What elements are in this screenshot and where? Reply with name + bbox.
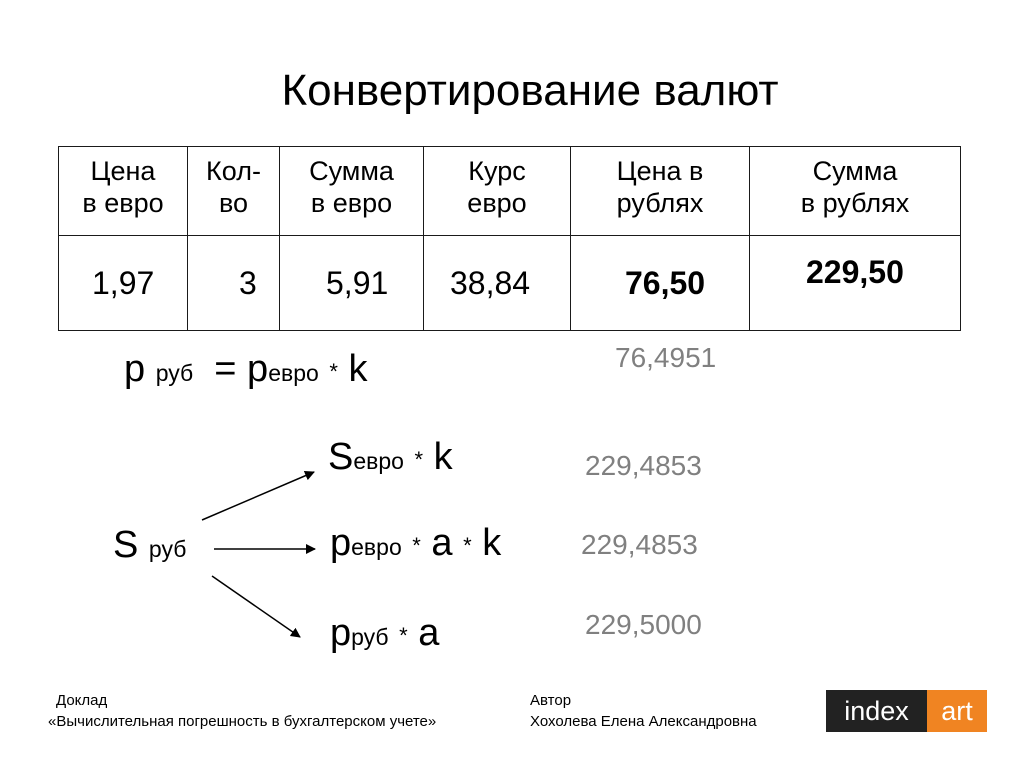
cell-price-rub: 76,50 [570,235,750,331]
table-header-row: Цена в евро Кол-во Сумма в евро Курс евро Ц… [58,146,961,236]
author-name: Хохолева Елена Александровна [530,713,757,730]
cell-quantity: 3 [187,235,280,331]
computed-value-price: 76,4951 [615,342,717,373]
table-row: 1,97 3 5,91 38,84 76,50 229,50 [58,235,961,331]
index-art-logo: index art [826,690,987,732]
report-title: «Вычислительная погрешность в бухгалтерс… [48,713,437,730]
formula-p-rub-a: pруб * a [330,612,440,654]
footer-report: Доклад «Вычислительная погрешность в бух… [48,690,436,732]
cell-price-euro: 1,97 [58,235,188,331]
cell-euro-rate: 38,84 [423,235,571,331]
arrow-up [201,470,315,521]
report-label: Доклад [56,692,108,709]
author-label: Автор [530,692,572,709]
header-euro-rate: Курс евро [423,146,571,236]
header-sum-rub: Сумма в рублях [749,146,961,236]
cell-sum-euro: 5,91 [279,235,424,331]
header-price-euro: Цена в евро [58,146,188,236]
logo-part-art: art [927,690,987,732]
computed-value-1: 229,4853 [585,450,702,481]
footer-author: Автор Хохолева Елена Александровна [530,690,757,732]
page-title: Конвертирование валют [281,66,779,115]
s-rub-label: S руб [113,524,187,566]
conversion-table: Цена в евро Кол-во Сумма в евро Курс евро Ц… [58,146,961,331]
arrow-down [211,575,301,638]
computed-value-3: 229,5000 [585,609,702,640]
logo-part-index: index [826,690,927,732]
formula-s-evro-k: Sевро * k [328,436,453,478]
formula-p-evro-a-k: pевро * a * k [330,522,502,564]
computed-value-2: 229,4853 [581,529,698,560]
cell-sum-rub: 229,50 [749,235,961,331]
formula-price-rub: p руб = pевро * k [124,348,368,390]
